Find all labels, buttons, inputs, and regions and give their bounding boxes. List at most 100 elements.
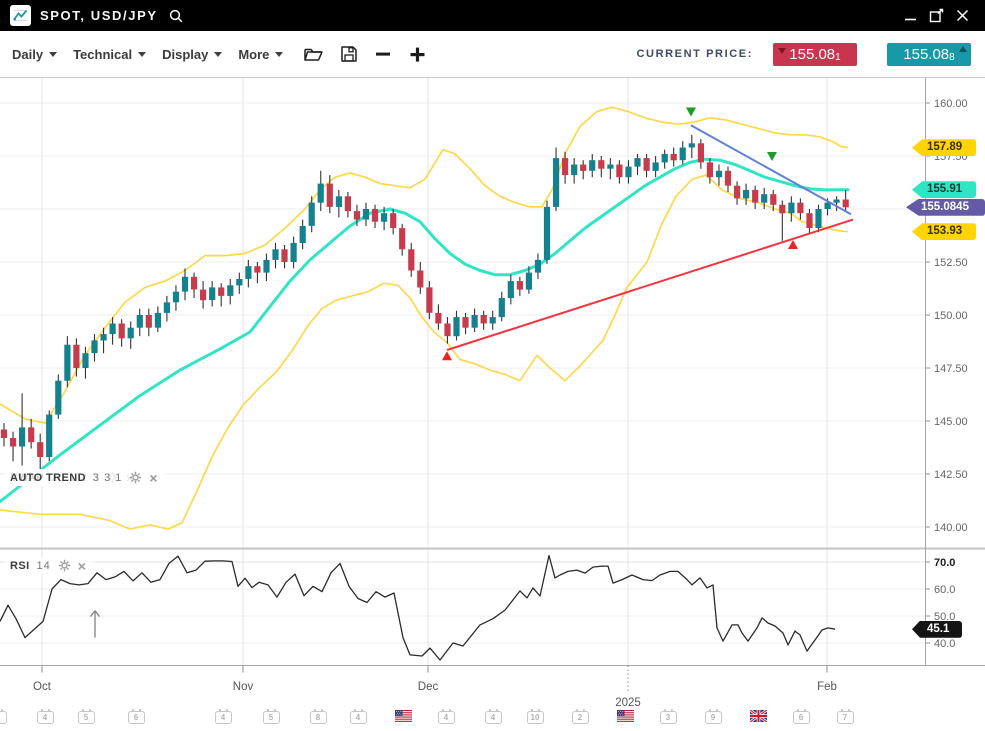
window-titlebar: SPOT, USD/JPY (0, 0, 985, 31)
candle-body (770, 194, 777, 205)
candle-body (136, 315, 143, 328)
technical-dropdown[interactable]: Technical (73, 46, 147, 62)
rsi-tick-label: 40.0 (934, 638, 955, 650)
more-dropdown-label: More (238, 46, 270, 62)
candle-body (362, 209, 370, 220)
more-dropdown[interactable]: More (238, 46, 284, 62)
sell-price-button[interactable]: 155.08 1 (773, 42, 857, 66)
calendar-event-icon[interactable]: 3 (0, 709, 7, 724)
interval-dropdown-label: Daily (12, 46, 44, 62)
month-label: Feb (817, 681, 837, 693)
candle-body (408, 249, 415, 271)
calendar-event-icon[interactable]: 8 (309, 709, 327, 724)
candle-body (335, 196, 342, 207)
candle-body (697, 143, 704, 163)
candle-body (507, 281, 514, 299)
candle-body (553, 158, 560, 207)
candle-body (743, 189, 750, 199)
calendar-event-icon[interactable]: 4 (484, 709, 502, 724)
calendar-event-icon[interactable]: 6 (127, 709, 145, 724)
rsi-remove-icon[interactable]: × (77, 557, 86, 574)
month-label: Dec (418, 681, 439, 693)
candle-body (163, 302, 170, 313)
candle-body (0, 429, 8, 438)
calendar-event-icon[interactable]: 2 (571, 709, 589, 724)
interval-dropdown[interactable]: Daily (12, 46, 58, 62)
candle-body (218, 287, 225, 296)
calendar-event-icon[interactable]: 5 (77, 709, 95, 724)
candlestick-chart-canvas[interactable]: 160.00157.50155.00152.50150.00147.50145.… (0, 78, 985, 731)
candle-body (344, 196, 351, 212)
candle-body (100, 334, 107, 341)
autotrend-legend-name: AUTO TREND (10, 471, 86, 484)
calendar-event-icon[interactable]: 7 (836, 709, 854, 724)
rsi-settings-gear-icon[interactable] (58, 559, 71, 572)
autotrend-legend-params: 3 3 1 (92, 471, 123, 484)
calendar-event-icon[interactable]: 4 (214, 709, 232, 724)
buy-price-button[interactable]: 155.08 8 (887, 42, 971, 66)
sell-signal-marker (686, 107, 696, 117)
candle-body (209, 287, 216, 301)
save-icon[interactable] (340, 45, 358, 63)
open-folder-icon[interactable] (303, 45, 324, 63)
price-tick-label: 147.50 (934, 363, 968, 375)
candle-body (471, 315, 478, 328)
chart-area[interactable]: 160.00157.50155.00152.50150.00147.50145.… (0, 78, 985, 731)
candle-body (516, 281, 523, 290)
candle-body (263, 259, 270, 273)
candle-body (290, 242, 297, 262)
calendar-event-icon[interactable]: 4 (36, 709, 54, 724)
candle-body (616, 164, 623, 178)
chevron-down-icon (214, 51, 223, 57)
candle-body (417, 270, 424, 288)
candle-body (589, 160, 596, 171)
candle-body (489, 317, 496, 324)
rsi-legend-params: 14 (36, 559, 51, 572)
calendar-event-icon[interactable]: 4 (349, 709, 367, 724)
candle-body (571, 164, 578, 176)
economic-events-row: 3 4 5 6 4 5 8 4 4 4 10 2 3 9 6 7 (0, 707, 985, 727)
zoom-in-button[interactable] (408, 45, 427, 64)
candle-body (634, 158, 641, 167)
minimize-button[interactable] (897, 5, 923, 27)
candle-body (562, 158, 569, 176)
zoom-out-button[interactable] (374, 45, 392, 63)
year-label: 2025 (615, 697, 641, 709)
candle-body (652, 162, 659, 171)
calendar-event-icon[interactable]: 6 (792, 709, 810, 724)
candle-body (181, 276, 189, 292)
calendar-event-icon[interactable]: 9 (704, 709, 722, 724)
candle-body (46, 414, 53, 457)
uk-flag-icon[interactable] (749, 710, 767, 722)
calendar-event-icon[interactable]: 10 (526, 709, 544, 724)
us-flag-icon[interactable] (394, 710, 412, 722)
technical-dropdown-label: Technical (73, 46, 133, 62)
candle-body (724, 170, 732, 186)
popout-button[interactable] (923, 5, 949, 27)
calendar-event-icon[interactable]: 5 (262, 709, 280, 724)
us-flag-icon[interactable] (616, 710, 634, 722)
candle-body (752, 189, 759, 203)
price-down-arrow-icon (778, 47, 786, 54)
display-dropdown-label: Display (162, 46, 209, 62)
rsi-legend-name: RSI (10, 559, 30, 572)
price-tick-label: 140.00 (934, 522, 968, 534)
autotrend-remove-icon[interactable]: × (149, 469, 158, 486)
candle-body (326, 183, 333, 207)
candle-body (236, 279, 243, 286)
calendar-event-icon[interactable]: 4 (437, 709, 455, 724)
month-label: Nov (233, 681, 254, 693)
price-tick-label: 152.50 (934, 257, 968, 269)
candle-body (172, 291, 180, 303)
display-dropdown[interactable]: Display (162, 46, 223, 62)
buy-price-pip: 8 (949, 51, 955, 63)
candle-body (734, 185, 741, 199)
search-icon[interactable] (168, 8, 184, 24)
calendar-event-icon[interactable]: 3 (659, 709, 677, 724)
candle-body (444, 323, 451, 337)
candle-body (299, 226, 306, 243)
close-button[interactable] (949, 5, 975, 27)
candle-body (281, 249, 288, 262)
candle-body (154, 312, 161, 328)
autotrend-settings-gear-icon[interactable] (129, 471, 142, 484)
